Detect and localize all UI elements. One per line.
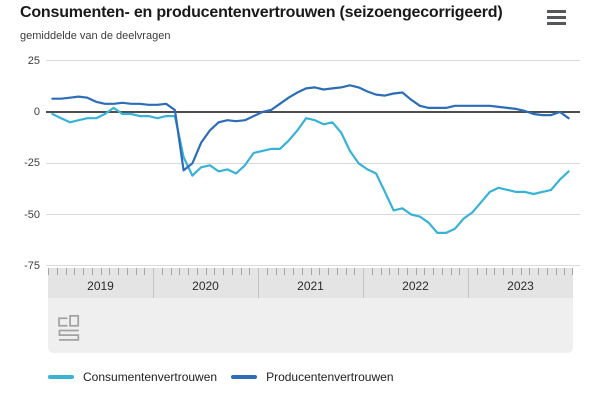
- menu-bar: [547, 22, 566, 25]
- month-tick: [100, 268, 102, 275]
- month-tick: [406, 268, 408, 275]
- month-tick: [214, 268, 216, 275]
- menu-bar: [547, 10, 566, 13]
- year-label: 2020: [192, 279, 219, 293]
- month-tick: [109, 268, 111, 275]
- month-tick: [249, 268, 251, 275]
- gridline: [46, 265, 580, 267]
- y-tick-label: -25: [24, 157, 40, 170]
- month-tick: [170, 268, 172, 275]
- month-tick: [415, 268, 417, 275]
- month-tick: [319, 268, 321, 275]
- month-tick: [546, 268, 548, 275]
- hamburger-menu-icon[interactable]: [547, 10, 566, 25]
- month-tick: [389, 268, 391, 275]
- series-line-consumentenvertrouwen: [51, 106, 570, 234]
- month-tick: [240, 268, 242, 275]
- month-tick: [538, 268, 539, 275]
- month-tick: [336, 268, 338, 275]
- y-tick-label: 0: [33, 106, 40, 118]
- month-tick: [424, 268, 426, 275]
- gridline: [46, 60, 580, 62]
- month-tick: [196, 268, 198, 275]
- series-line-producentenvertrouwen: [51, 84, 570, 172]
- year-separator: [258, 268, 259, 298]
- month-tick: [91, 268, 93, 275]
- year-label: 2019: [87, 279, 114, 293]
- legend: Consumentenvertrouwen Producentenvertrouw…: [48, 370, 394, 384]
- month-tick: [83, 268, 84, 275]
- legend-label: Producentenvertrouwen: [266, 370, 394, 384]
- month-tick: [48, 268, 49, 275]
- year-label: 2021: [297, 279, 324, 293]
- menu-bar: [547, 16, 566, 19]
- cbs-logo: [58, 314, 80, 341]
- zero-line: [46, 111, 580, 113]
- month-tick: [371, 268, 373, 275]
- year-label: 2023: [507, 279, 534, 293]
- month-tick: [476, 268, 478, 275]
- month-tick: [572, 268, 573, 275]
- month-tick: [520, 268, 522, 275]
- year-separator: [363, 268, 364, 298]
- month-tick: [284, 268, 286, 275]
- month-tick: [74, 268, 76, 275]
- month-tick: [223, 268, 224, 275]
- y-tick-label: -50: [24, 208, 40, 221]
- month-tick: [118, 268, 119, 275]
- month-tick: [126, 268, 128, 275]
- month-tick: [485, 268, 487, 275]
- month-tick: [275, 268, 277, 275]
- month-tick: [144, 268, 146, 275]
- month-tick: [293, 268, 294, 275]
- month-tick: [459, 268, 461, 275]
- legend-swatch: [231, 375, 258, 379]
- month-tick: [161, 268, 163, 275]
- year-separator: [468, 268, 469, 298]
- legend-swatch: [48, 375, 74, 379]
- month-tick: [555, 268, 557, 275]
- month-tick: [511, 268, 513, 275]
- month-tick: [205, 268, 207, 275]
- month-tick: [433, 268, 434, 275]
- legend-item-consumentenvertrouwen[interactable]: Consumentenvertrouwen: [48, 370, 217, 384]
- month-tick: [328, 268, 329, 275]
- month-tick: [450, 268, 452, 275]
- gridline: [46, 162, 580, 164]
- month-tick: [135, 268, 137, 275]
- gridline: [46, 214, 580, 215]
- year-separator: [153, 268, 154, 298]
- month-tick: [503, 268, 504, 275]
- month-tick: [301, 268, 303, 275]
- month-tick: [398, 268, 399, 275]
- month-tick: [529, 268, 531, 275]
- month-tick: [354, 268, 356, 275]
- month-tick: [179, 268, 181, 275]
- y-tick-label: -75: [24, 259, 40, 272]
- month-tick: [380, 268, 382, 275]
- y-tick-label: 25: [27, 54, 40, 67]
- month-tick: [494, 268, 496, 275]
- legend-item-producentenvertrouwen[interactable]: Producentenvertrouwen: [231, 370, 394, 384]
- month-tick: [188, 268, 189, 275]
- month-tick: [441, 268, 443, 275]
- month-tick: [56, 268, 58, 275]
- month-tick: [345, 268, 347, 275]
- month-tick: [65, 268, 67, 275]
- month-tick: [310, 268, 312, 275]
- chart-title: Consumenten- en producentenvertrouwen (s…: [20, 4, 503, 21]
- chart-subtitle: gemiddelde van de deelvragen: [20, 30, 171, 42]
- legend-label: Consumentenvertrouwen: [83, 370, 218, 384]
- time-axis-band[interactable]: 2019 2020 2021 2022 2023: [48, 268, 573, 353]
- month-tick: [266, 268, 268, 275]
- month-tick: [564, 268, 566, 275]
- month-tick: [231, 268, 233, 275]
- year-label: 2022: [402, 279, 429, 293]
